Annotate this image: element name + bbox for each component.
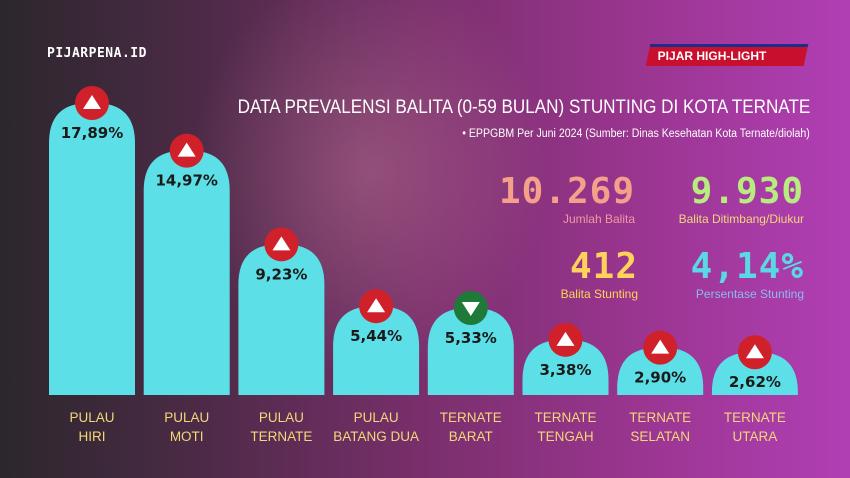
bar-group: 2,90% TERNATE SELATAN [617, 330, 704, 444]
stat-label: Balita Ditimbang/Diukur [678, 212, 804, 226]
category-label: BARAT [449, 429, 493, 444]
category-label: TERNATE [629, 410, 691, 425]
stat-label: Persentase Stunting [695, 287, 804, 301]
triangle-glyph [556, 331, 575, 346]
data-label: 2,62% [729, 373, 781, 391]
logo: PIJARPENA.ID [47, 46, 147, 61]
triangle-glyph [745, 344, 764, 359]
category-label: TERNATE [440, 410, 502, 425]
data-label: 2,90% [634, 369, 686, 387]
category-label: TERNATE [250, 429, 312, 444]
triangle-glyph [177, 142, 196, 157]
category-label: PULAU [354, 410, 399, 425]
triangle-glyph [83, 95, 101, 109]
bar [617, 347, 704, 395]
bar [238, 244, 325, 395]
bar-group: 5,33% TERNATE BARAT [427, 291, 514, 444]
stat-jumlah-balita: 10.269 Jumlah Balita [498, 171, 635, 227]
category-label: TENGAH [537, 429, 593, 444]
category-label: HIRI [79, 429, 106, 444]
stat-value: 9.930 [690, 171, 804, 212]
triangle-glyph [272, 236, 291, 251]
category-label: UTARA [733, 429, 778, 444]
category-label: PULAU [259, 410, 304, 425]
stat-balita-stunting: 412 Balita Stunting [560, 246, 638, 302]
bar-group: 17,89% PULAU HIRI [49, 86, 135, 444]
category-label: MOTI [170, 429, 204, 444]
bar [143, 150, 230, 395]
data-label: 17,89% [61, 124, 123, 142]
category-label: BATANG DUA [333, 429, 419, 444]
stat-persentase-stunting: 4,14% Persentase Stunting [690, 246, 804, 302]
chart-title: DATA PREVALENSI BALITA (0-59 BULAN) STUN… [237, 97, 810, 118]
category-label: PULAU [164, 410, 209, 425]
bar-group: 3,38% TERNATE TENGAH [522, 322, 609, 444]
bar [333, 306, 420, 395]
stat-label: Jumlah Balita [562, 212, 635, 226]
data-label: 14,97% [155, 172, 217, 190]
source-note: • EPPGBM Per Juni 2024 (Sumber: Dinas Ke… [462, 128, 810, 140]
triangle-glyph [367, 298, 386, 313]
data-label: 5,33% [445, 329, 497, 347]
bar [427, 308, 514, 395]
category-label: TERNATE [534, 410, 596, 425]
stat-value: 4,14% [690, 246, 804, 287]
stat-value: 10.269 [498, 171, 635, 212]
stat-value: 412 [569, 246, 638, 287]
bar [49, 103, 135, 395]
bar-group: 5,44% PULAU BATANG DUA [333, 289, 420, 444]
triangle-glyph [461, 302, 480, 317]
bar [711, 352, 798, 395]
bar [522, 339, 609, 395]
stat-label: Balita Stunting [560, 287, 638, 301]
bar-group: 14,97% PULAU MOTI [143, 133, 230, 444]
data-label: 5,44% [350, 327, 402, 345]
bar-group: 2,62% TERNATE UTARA [711, 335, 798, 444]
stat-balita-ditimbang: 9.930 Balita Ditimbang/Diukur [678, 171, 804, 227]
category-label: PULAU [69, 410, 114, 425]
category-label: SELATAN [630, 429, 690, 444]
triangle-glyph [651, 339, 670, 354]
data-label: 9,23% [255, 265, 307, 283]
category-label: TERNATE [724, 410, 786, 425]
data-label: 3,38% [539, 361, 591, 379]
bar-group: 9,23% PULAU TERNATE [238, 227, 325, 444]
